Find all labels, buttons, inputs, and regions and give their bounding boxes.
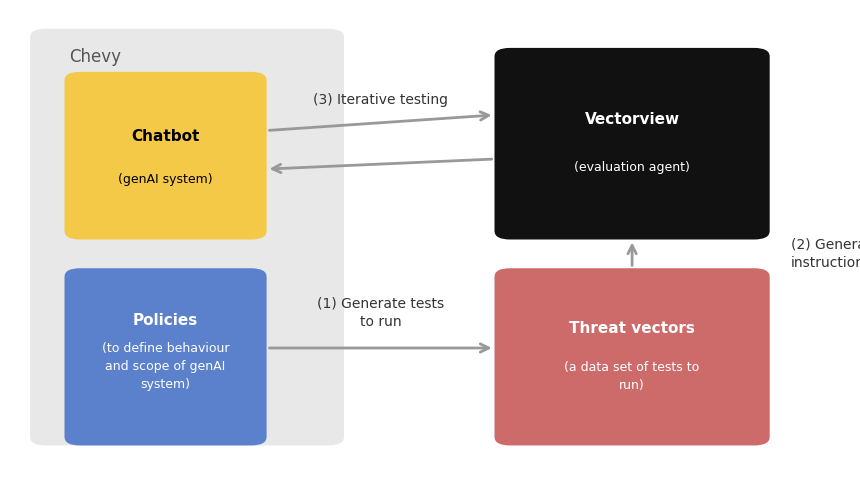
FancyBboxPatch shape [64, 72, 267, 239]
FancyBboxPatch shape [494, 268, 770, 445]
Text: (to define behaviour
and scope of genAI
system): (to define behaviour and scope of genAI … [101, 342, 230, 391]
Text: (evaluation agent): (evaluation agent) [574, 161, 690, 174]
Text: Vectorview: Vectorview [585, 112, 679, 127]
Text: Threat vectors: Threat vectors [569, 320, 695, 336]
Text: Chatbot: Chatbot [132, 129, 200, 144]
Text: (a data set of tests to
run): (a data set of tests to run) [564, 361, 700, 391]
Text: (2) Generate agent
instructions: (2) Generate agent instructions [791, 238, 860, 270]
Text: (3) Iterative testing: (3) Iterative testing [313, 92, 448, 107]
Text: (genAI system): (genAI system) [118, 173, 213, 186]
Text: Policies: Policies [133, 313, 198, 329]
FancyBboxPatch shape [494, 48, 770, 240]
Text: (1) Generate tests
to run: (1) Generate tests to run [317, 297, 444, 329]
FancyBboxPatch shape [30, 29, 344, 445]
Text: Chevy: Chevy [69, 48, 120, 66]
FancyBboxPatch shape [64, 268, 267, 445]
